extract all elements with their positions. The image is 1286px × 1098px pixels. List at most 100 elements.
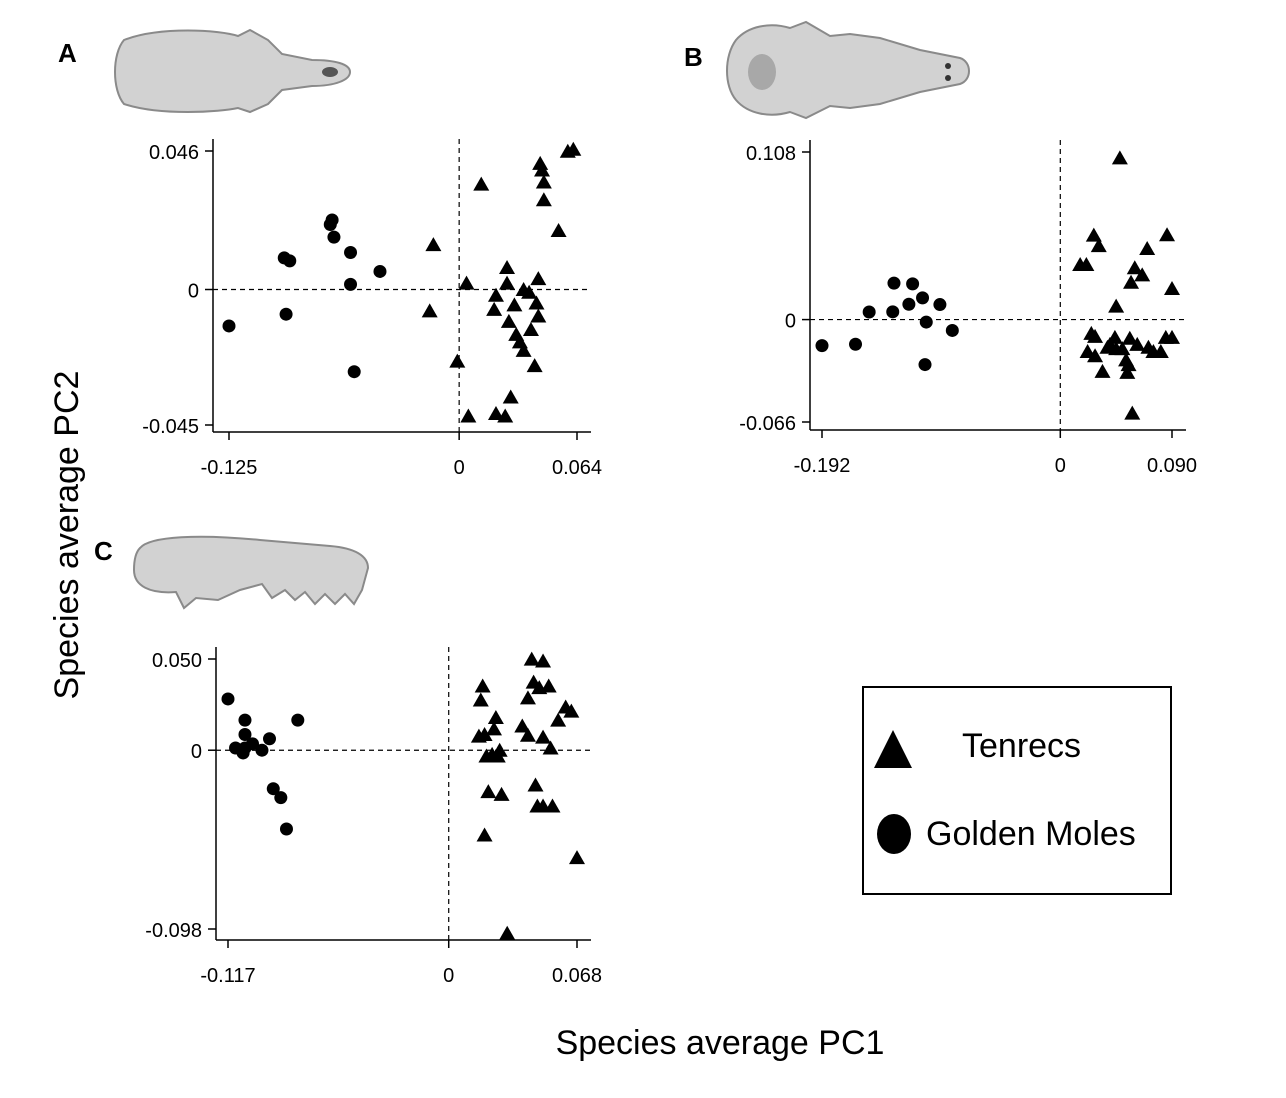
point-tenrecs-a-20: [530, 308, 547, 323]
point-tenrecs-c-1: [472, 692, 489, 707]
point-golden-moles-b-11: [918, 358, 932, 372]
point-tenrecs-b-18: [1120, 357, 1137, 372]
point-tenrecs-c-26: [542, 740, 559, 755]
point-golden-moles-b-8: [919, 315, 933, 329]
point-tenrecs-a-7: [497, 408, 514, 423]
point-golden-moles-b-9: [933, 298, 947, 312]
point-tenrecs-c-4: [476, 727, 493, 742]
point-golden-moles-c-12: [291, 713, 305, 727]
x-tick-label-b-0: -0.192: [794, 455, 851, 477]
point-tenrecs-b-13: [1108, 298, 1125, 313]
point-golden-moles-c-7: [255, 743, 269, 757]
point-golden-moles-b-4: [887, 276, 901, 290]
point-tenrecs-c-27: [544, 798, 561, 813]
legend-box: [862, 686, 1172, 895]
point-tenrecs-a-22: [530, 271, 547, 286]
point-tenrecs-a-6: [487, 406, 504, 421]
point-tenrecs-c-8: [485, 721, 502, 736]
point-tenrecs-a-29: [550, 222, 567, 237]
point-golden-moles-b-1: [849, 337, 863, 351]
point-tenrecs-b-30: [1164, 329, 1180, 344]
point-golden-moles-a-5: [323, 217, 337, 231]
point-golden-moles-c-3: [236, 746, 250, 760]
point-tenrecs-a-26: [534, 162, 551, 177]
y-axis-title: Species average PC2: [48, 371, 86, 700]
point-tenrecs-c-19: [527, 777, 544, 792]
point-tenrecs-a-0: [425, 237, 442, 252]
y-tick-label-c-0: 0.050: [152, 650, 202, 672]
point-tenrecs-b-20: [1123, 274, 1140, 289]
point-tenrecs-a-18: [515, 282, 532, 297]
point-tenrecs-c-14: [514, 718, 531, 733]
point-tenrecs-c-25: [540, 678, 557, 693]
point-golden-moles-a-0: [222, 319, 236, 333]
mandible-lateral-icon: [132, 535, 370, 610]
point-tenrecs-b-15: [1114, 341, 1131, 356]
point-tenrecs-b-28: [1152, 344, 1169, 359]
x-axis-title: Species average PC1: [556, 1024, 885, 1062]
x-tick-label-a-0: -0.125: [201, 457, 258, 479]
point-tenrecs-b-21: [1124, 405, 1141, 420]
skull-dorsal-icon: [114, 28, 352, 114]
point-tenrecs-a-9: [499, 275, 516, 290]
point-tenrecs-c-28: [550, 712, 567, 727]
point-tenrecs-c-6: [480, 784, 497, 799]
point-tenrecs-b-19: [1121, 330, 1138, 345]
point-golden-moles-a-10: [347, 365, 361, 379]
scatter-panel-b: -0.192 0 0.090 0.108 0 -0.066: [739, 140, 1197, 477]
x-tick-label-b-2: 0.090: [1147, 455, 1197, 477]
point-tenrecs-b-14: [1111, 150, 1128, 165]
point-tenrecs-a-23: [526, 358, 543, 373]
point-golden-moles-b-10: [945, 323, 959, 337]
point-tenrecs-b-24: [1134, 267, 1151, 282]
point-tenrecs-b-22: [1126, 260, 1143, 275]
point-tenrecs-a-4: [458, 275, 475, 290]
x-tick-label-c-0: -0.117: [200, 965, 255, 987]
point-tenrecs-c-22: [535, 653, 552, 668]
point-tenrecs-c-16: [519, 727, 536, 742]
point-tenrecs-c-9: [487, 710, 504, 725]
panel-letter-c: C: [94, 536, 113, 566]
point-golden-moles-c-9: [266, 782, 280, 796]
y-tick-label-b-0: 0.108: [746, 143, 796, 165]
point-golden-moles-a-2: [283, 254, 297, 268]
legend-triangle-marker: [874, 730, 912, 768]
point-golden-moles-b-0: [815, 339, 829, 353]
point-tenrecs-a-5: [460, 408, 477, 423]
point-tenrecs-a-27: [535, 174, 552, 189]
point-tenrecs-a-24: [502, 389, 519, 404]
point-tenrecs-c-13: [499, 925, 516, 940]
point-tenrecs-c-15: [519, 690, 536, 705]
point-tenrecs-b-7: [1087, 348, 1104, 363]
point-golden-moles-a-8: [344, 277, 358, 291]
point-tenrecs-a-8: [499, 260, 516, 275]
scatter-panel-c: -0.117 0 0.068 0.050 0 -0.098: [145, 647, 602, 987]
point-tenrecs-a-3: [473, 176, 490, 191]
point-tenrecs-c-17: [523, 651, 540, 666]
y-tick-label-a-0: 0.046: [149, 142, 199, 164]
point-tenrecs-b-3: [1090, 238, 1107, 253]
x-tick-label-b-1: 0: [1055, 455, 1066, 477]
point-tenrecs-a-13: [506, 297, 523, 312]
point-tenrecs-b-17: [1119, 364, 1136, 379]
point-golden-moles-b-2: [862, 305, 876, 319]
point-tenrecs-b-23: [1129, 336, 1146, 351]
point-tenrecs-c-31: [569, 850, 585, 865]
panel-letter-b: B: [684, 42, 703, 72]
x-tick-label-c-1: 0: [443, 965, 454, 987]
point-tenrecs-b-31: [1159, 227, 1176, 242]
point-tenrecs-c-2: [474, 678, 491, 693]
point-golden-moles-c-11: [279, 822, 293, 836]
point-tenrecs-b-2: [1085, 227, 1102, 242]
point-golden-moles-b-7: [916, 291, 930, 305]
y-tick-label-c-2: -0.098: [145, 920, 202, 942]
point-tenrecs-b-25: [1139, 241, 1156, 256]
point-tenrecs-a-10: [487, 287, 504, 302]
point-tenrecs-a-28: [535, 192, 552, 207]
point-golden-moles-a-3: [279, 307, 293, 321]
point-golden-moles-b-6: [902, 297, 916, 311]
point-golden-moles-a-6: [327, 230, 341, 244]
y-tick-label-b-2: -0.066: [739, 413, 796, 435]
point-tenrecs-a-16: [515, 342, 532, 357]
